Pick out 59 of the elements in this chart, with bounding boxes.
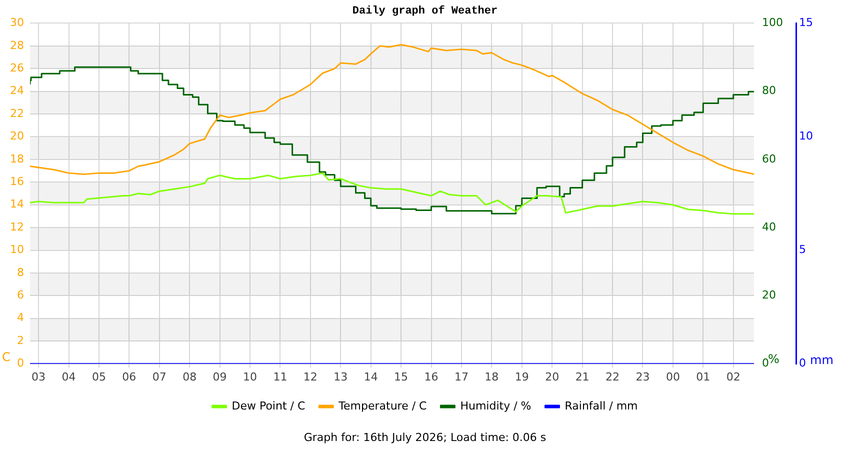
text: Graph for: 16th July 2026; Load time: 0.06 s bbox=[304, 430, 546, 444]
x-tick-label: 10 bbox=[243, 370, 258, 384]
y-tick-label: 4 bbox=[16, 311, 24, 324]
y2-tick-label: 60 bbox=[762, 152, 776, 166]
y2-tick-label: 40 bbox=[762, 220, 776, 234]
x-tick-label: 18 bbox=[484, 370, 499, 384]
x-tick-label: 13 bbox=[334, 370, 348, 384]
y-axis-title: C bbox=[2, 350, 10, 364]
y-tick-label: 16 bbox=[10, 175, 24, 188]
y2-tick-label: 0 bbox=[762, 356, 769, 370]
legend-label: Dew Point / C bbox=[232, 399, 306, 412]
legend-label: Rainfall / mm bbox=[564, 399, 638, 412]
chart-title: Daily graph of Weather bbox=[352, 4, 498, 18]
y-tick-label: 22 bbox=[10, 106, 24, 120]
x-tick-label: 15 bbox=[394, 370, 408, 384]
y3-tick-label: 5 bbox=[799, 243, 806, 256]
x-tick-label: 04 bbox=[62, 370, 76, 384]
y-tick-label: 14 bbox=[10, 198, 24, 211]
x-tick-label: 11 bbox=[273, 370, 288, 384]
y-tick-label: 30 bbox=[10, 16, 24, 30]
y-tick-label: 8 bbox=[16, 266, 24, 279]
x-tick-label: 03 bbox=[32, 370, 46, 384]
y-tick-label: 12 bbox=[10, 220, 24, 234]
y2-axis-title: % bbox=[768, 352, 780, 366]
y-tick-label: 26 bbox=[10, 61, 24, 74]
y-tick-label: 20 bbox=[10, 130, 24, 143]
y-tick-label: 24 bbox=[10, 84, 24, 98]
legend-label: Temperature / C bbox=[338, 399, 428, 412]
x-tick-label: 20 bbox=[545, 370, 560, 384]
y-tick-label: 18 bbox=[10, 152, 24, 166]
y3-tick-label: 15 bbox=[799, 16, 813, 30]
y-tick-label: 6 bbox=[16, 288, 24, 302]
x-tick-label: 16 bbox=[424, 370, 438, 384]
y-tick-label: 2 bbox=[16, 334, 24, 347]
x-tick-label: 00 bbox=[666, 370, 680, 384]
x-tick-label: 08 bbox=[182, 370, 197, 384]
y3-tick-label: 10 bbox=[799, 130, 813, 143]
y3-axis-title: mm bbox=[810, 352, 834, 367]
legend-label: Humidity / % bbox=[460, 399, 532, 412]
y-tick-label: 28 bbox=[10, 38, 24, 52]
x-tick-label: 12 bbox=[303, 370, 318, 384]
x-tick-label: 07 bbox=[152, 370, 166, 384]
x-tick-label: 02 bbox=[726, 370, 740, 384]
x-tick-label: 01 bbox=[696, 370, 710, 384]
x-tick-label: 22 bbox=[606, 370, 620, 384]
x-tick-label: 19 bbox=[514, 370, 529, 384]
x-tick-label: 17 bbox=[454, 370, 468, 384]
y-tick-label: 0 bbox=[16, 356, 24, 370]
x-tick-label: 23 bbox=[636, 370, 650, 384]
y-tick-label: 10 bbox=[10, 243, 24, 256]
y3-tick-label: 0 bbox=[799, 356, 806, 370]
y2-tick-label: 100 bbox=[762, 16, 783, 30]
y2-tick-label: 80 bbox=[762, 84, 776, 98]
y2-tick-label: 20 bbox=[762, 288, 776, 302]
x-tick-label: 21 bbox=[575, 370, 590, 384]
x-tick-label: 06 bbox=[122, 370, 136, 384]
x-tick-label: 05 bbox=[92, 370, 106, 384]
x-tick-label: 14 bbox=[364, 370, 378, 384]
x-tick-label: 09 bbox=[212, 370, 227, 384]
